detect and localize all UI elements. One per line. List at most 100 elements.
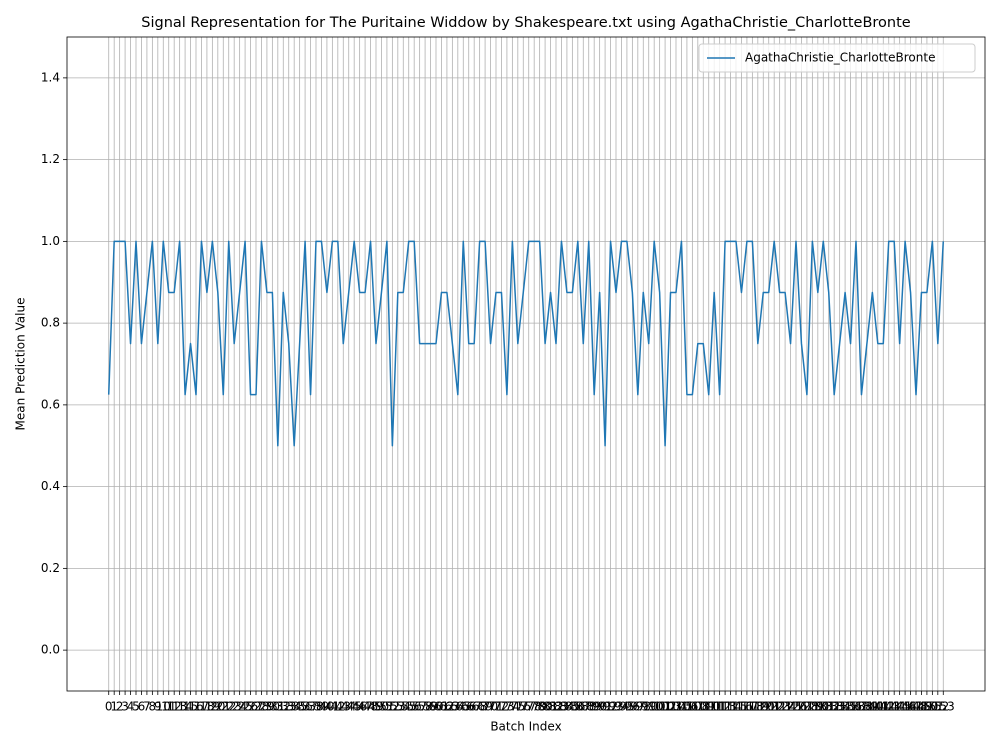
y-tick-label: 1.2 [41,152,60,166]
x-tick-label: 73 [499,700,514,714]
x-tick-label: 97 [630,700,645,714]
x-tick-label: 107 [681,700,704,714]
x-tick-label: 27 [248,700,263,714]
x-tick-label: 138 [850,700,873,714]
x-tick-label: 44 [341,700,356,714]
x-tick-label: 122 [763,700,786,714]
x-tick-label: 108 [686,700,709,714]
x-tick-label: 19 [205,700,220,714]
y-tick-label: 1.4 [41,70,60,84]
x-tick-label: 109 [692,700,715,714]
x-tick-label: 125 [779,700,802,714]
x-tick-label: 66 [461,700,476,714]
x-tick-label: 54 [396,700,411,714]
x-tick-label: 75 [510,700,525,714]
x-tick-label: 134 [828,700,851,714]
y-tick-label: 0.8 [41,316,60,330]
x-tick-label: 110 [697,700,720,714]
x-tick-label: 12 [167,700,182,714]
data-line [107,240,945,447]
x-tick-label: 143 [877,700,900,714]
x-tick-label: 85 [565,700,580,714]
x-tick-label: 119 [746,700,769,714]
x-tick-label: 21 [216,700,231,714]
x-tick-label: 39 [314,700,329,714]
x-tick-label: 31 [270,700,285,714]
chart-title: Signal Representation for The Puritaine … [141,15,911,31]
x-tick-label: 123 [768,700,791,714]
x-tick-label: 144 [883,700,906,714]
x-tick-label: 135 [834,700,857,714]
x-tick-label: 103 [659,700,682,714]
x-tick-label: 9 [154,700,162,714]
x-tick-label: 89 [587,700,602,714]
y-tick-label: 0.2 [41,561,60,575]
x-tick-label: 28 [254,700,269,714]
x-tick-label: 25 [237,700,252,714]
x-tick-label: 148 [905,700,928,714]
x-tick-label: 71 [488,700,503,714]
x-tick-label: 77 [521,700,536,714]
x-tick-label: 112 [708,700,731,714]
x-axis-label: Batch Index [490,720,561,734]
y-tick-label: 0.4 [41,479,60,493]
x-tick-label: 60 [428,700,443,714]
x-tick-label: 120 [752,700,775,714]
x-tick-label: 34 [287,700,302,714]
x-tick-label: 106 [675,700,698,714]
x-tick-label: 95 [619,700,634,714]
x-tick-label: 17 [194,700,209,714]
x-tick-label: 86 [570,700,585,714]
x-tick-label: 6 [138,700,146,714]
x-tick-label: 47 [357,700,372,714]
x-tick-label: 128 [795,700,818,714]
x-tick-label: 5 [132,700,140,714]
x-tick-label: 113 [714,700,737,714]
x-tick-label: 29 [259,700,274,714]
x-tick-label: 96 [625,700,640,714]
x-tick-label: 121 [757,700,780,714]
x-tick-label: 91 [597,700,612,714]
x-tick-label: 53 [390,700,405,714]
x-tick-label: 38 [308,700,323,714]
x-tick-label: 11 [161,700,176,714]
y-axis-label: Mean Prediction Value [14,298,28,431]
x-tick-label: 72 [494,700,509,714]
x-tick-label: 74 [505,700,520,714]
x-tick-label: 37 [303,700,318,714]
x-tick-label: 87 [576,700,591,714]
x-tick-label: 55 [401,700,416,714]
x-tick-label: 70 [483,700,498,714]
x-tick-label: 8 [149,700,157,714]
x-tick-label: 101 [648,700,671,714]
x-tick-label: 52 [385,700,400,714]
x-tick-label: 35 [292,700,307,714]
legend-box [698,43,976,73]
x-tick-label: 141 [866,700,889,714]
x-tick-label: 23 [227,700,242,714]
x-tick-label: 139 [855,700,878,714]
x-tick-label: 145 [888,700,911,714]
x-tick-label: 84 [559,700,574,714]
x-tick-label: 93 [608,700,623,714]
x-tick-label: 69 [477,700,492,714]
x-tick-label: 65 [456,700,471,714]
x-tick-label: 41 [325,700,340,714]
y-tick-label: 0.6 [41,397,60,411]
x-tick-label: 63 [445,700,460,714]
x-tick-label: 100 [643,700,666,714]
x-tick-label: 127 [790,700,813,714]
x-tick-label: 78 [527,700,542,714]
y-tick-label: 1.0 [41,234,60,248]
x-tick-label: 58 [417,700,432,714]
x-tick-label: 150 [915,700,938,714]
x-tick-label: 18 [199,700,214,714]
x-tick-label: 105 [670,700,693,714]
x-tick-label: 76 [516,700,531,714]
x-tick-label: 147 [899,700,922,714]
x-tick-label: 152 [926,700,949,714]
x-tick-label: 30 [265,700,280,714]
y-tick-label: 0.0 [41,643,60,657]
x-tick-label: 149 [910,700,933,714]
